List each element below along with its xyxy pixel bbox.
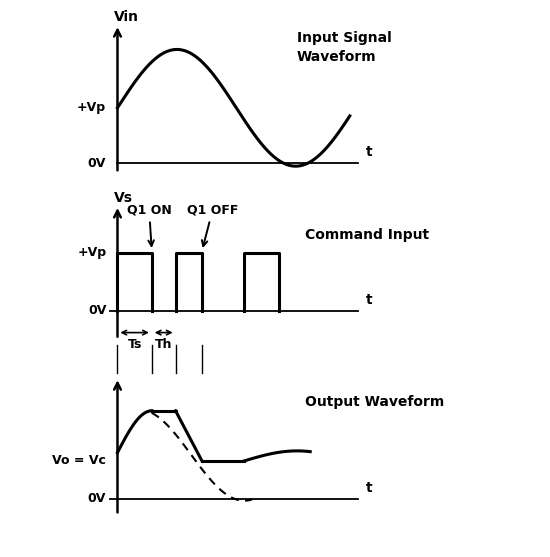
Text: Ts: Ts — [128, 339, 142, 351]
Text: Vs: Vs — [113, 191, 133, 205]
Text: Vin: Vin — [113, 10, 139, 25]
Text: Vo = Vc: Vo = Vc — [52, 455, 106, 467]
Text: Command Input: Command Input — [305, 228, 429, 242]
Text: t: t — [366, 293, 372, 307]
Text: Q1 OFF: Q1 OFF — [187, 204, 238, 246]
Text: Th: Th — [155, 339, 173, 351]
Text: Output Waveform: Output Waveform — [305, 395, 444, 409]
Text: 0V: 0V — [88, 304, 106, 317]
Text: Q1 ON: Q1 ON — [127, 204, 172, 246]
Text: 0V: 0V — [87, 157, 106, 170]
Text: t: t — [366, 145, 372, 159]
Text: +Vp: +Vp — [76, 101, 106, 114]
Text: 0V: 0V — [87, 492, 106, 505]
Text: +Vp: +Vp — [77, 246, 106, 259]
Text: Input Signal
Waveform: Input Signal Waveform — [297, 31, 392, 63]
Text: t: t — [366, 481, 372, 495]
